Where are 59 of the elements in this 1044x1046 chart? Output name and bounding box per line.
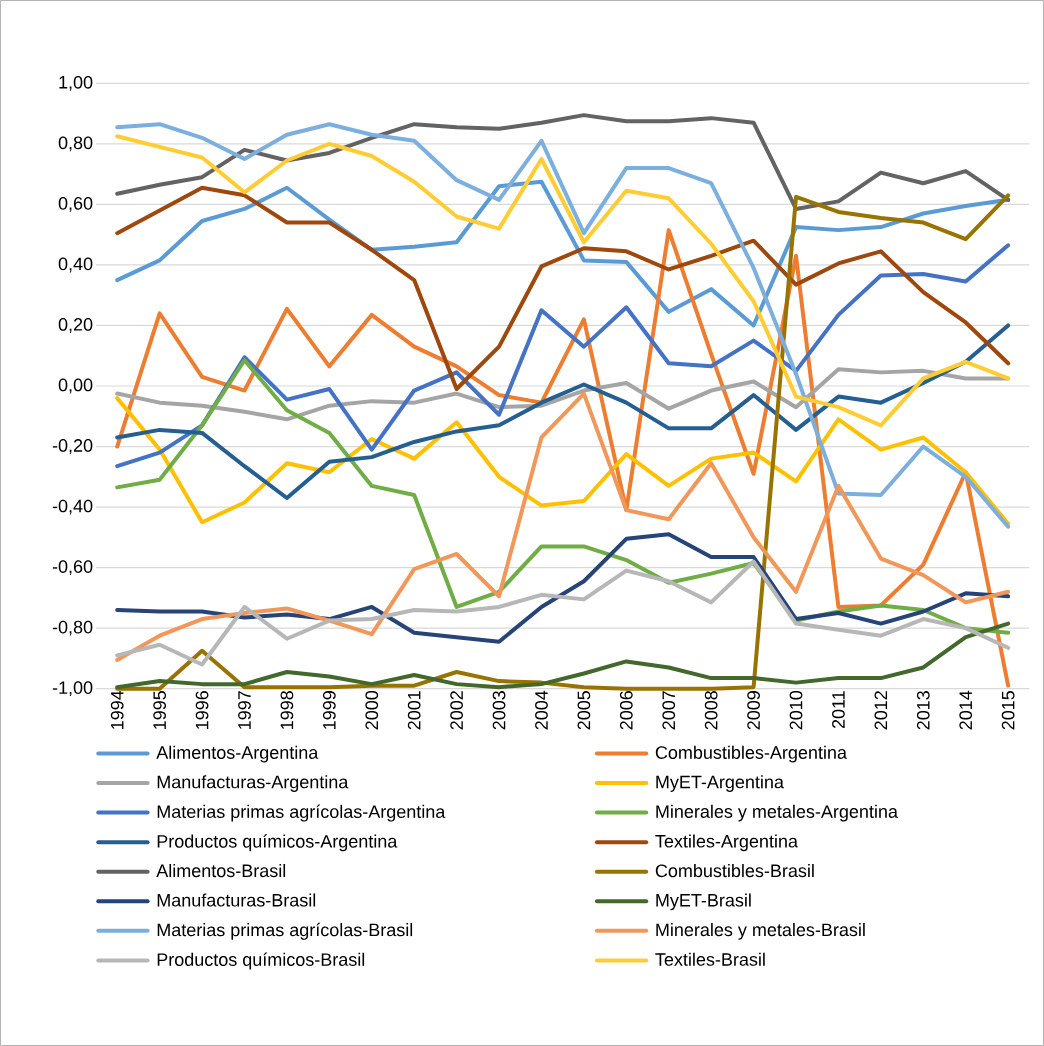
- legend-label: Alimentos-Brasil: [156, 863, 286, 878]
- legend-label: Alimentos-Argentina: [156, 745, 319, 763]
- y-tick-label: 0,00: [58, 378, 93, 394]
- x-tick-label: 2005: [577, 691, 591, 730]
- legend-label: Productos químicos-Brasil: [157, 952, 365, 970]
- line-series: [115, 122, 1011, 529]
- x-tick-label: 1997: [238, 691, 251, 729]
- x-tick-label: 2014: [959, 690, 973, 730]
- x-tick-label: 2012: [874, 691, 888, 730]
- y-tick-label: -0,60: [52, 560, 93, 576]
- line-series: [115, 621, 1011, 690]
- y-tick-label: 0,40: [58, 257, 93, 273]
- legend-label: Textiles-Brasil: [655, 952, 765, 966]
- line-series: [115, 559, 1011, 667]
- x-tick-label: 1995: [153, 691, 166, 729]
- x-tick-label: 2001: [407, 691, 421, 730]
- x-tick-label: 2003: [492, 691, 506, 730]
- y-tick-label: -0,40: [52, 499, 93, 515]
- line-series: [115, 396, 1011, 526]
- legend-label: Combustibles-Argentina: [655, 745, 847, 763]
- x-tick-label: 1994: [110, 690, 124, 729]
- x-tick-label: 2009: [747, 691, 760, 730]
- line-series: [115, 532, 1011, 644]
- legend-label: MyET-Brasil: [656, 893, 751, 911]
- line-series: [115, 323, 1011, 500]
- y-tick-label: 0,20: [58, 318, 93, 333]
- legend-label: Materias primas agrícolas-Brasil: [157, 922, 413, 940]
- x-tick-label: 2007: [662, 691, 676, 730]
- legend-label: Productos químicos-Argentina: [157, 834, 398, 852]
- x-tick-label: 2010: [789, 690, 803, 730]
- line-series: [115, 185, 1011, 392]
- x-tick-label: 2008: [704, 691, 718, 730]
- line-series: [115, 113, 1011, 211]
- legend-label: Textiles-Argentina: [655, 834, 798, 852]
- y-tick-label: 0,60: [58, 196, 93, 212]
- legend-label: Minerales y metales-Brasil: [656, 922, 865, 940]
- y-tick-label: -0,20: [52, 439, 93, 454]
- y-tick-label: -1,00: [52, 681, 93, 697]
- y-tick-label: 1,00: [59, 75, 93, 91]
- x-tick-label: 2006: [619, 691, 633, 730]
- line-series: [115, 391, 1011, 662]
- legend-label: Manufacturas-Brasil: [157, 893, 316, 907]
- x-tick-label: 1999: [322, 691, 336, 729]
- x-tick-label: 2011: [832, 691, 845, 729]
- y-tick-label: -0,80: [52, 620, 93, 636]
- x-tick-label: 2013: [916, 691, 930, 730]
- legend-label: Materias primas agrícolas-Argentina: [157, 804, 446, 822]
- x-tick-label: 2015: [1001, 691, 1015, 730]
- x-tick-label: 2002: [450, 691, 463, 730]
- legend-label: Manufacturas-Argentina: [157, 775, 349, 792]
- x-tick-label: 1996: [195, 691, 209, 729]
- legend-label: Minerales y metales-Argentina: [656, 804, 898, 822]
- legend-label: MyET-Argentina: [656, 775, 784, 792]
- y-tick-label: 0,80: [58, 136, 93, 152]
- line-series: [115, 134, 1011, 428]
- x-tick-label: 2000: [365, 690, 379, 730]
- x-tick-label: 2004: [535, 690, 548, 730]
- x-tick-label: 1998: [280, 691, 294, 729]
- legend-label: Combustibles-Brasil: [655, 863, 814, 878]
